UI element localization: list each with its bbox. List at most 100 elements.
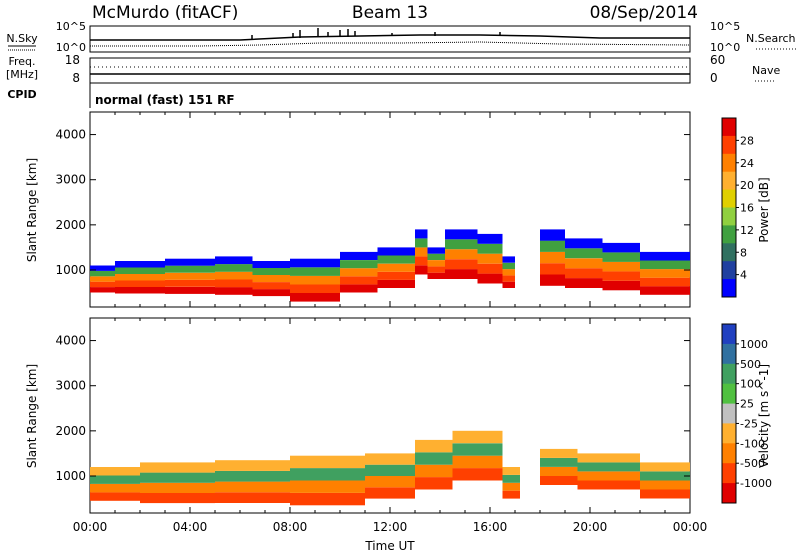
data-band-5-layer-1 xyxy=(290,284,340,293)
colorbar-tick-label-5: -100 xyxy=(740,437,765,450)
nsearch-tick-high: 10^5 xyxy=(710,20,740,33)
colorbar-swatch-7 xyxy=(722,463,736,484)
data-band-14-layer-4 xyxy=(565,238,603,249)
colorbar-tick-label-0: 28 xyxy=(740,134,754,147)
power-bands xyxy=(90,229,690,302)
colorbar-tick-label-4: 12 xyxy=(740,224,754,237)
nsky-tick-high: 10^5 xyxy=(56,20,86,33)
data-band-3-layer-2 xyxy=(215,271,253,280)
data-band-11-layer-0 xyxy=(477,273,503,284)
data-band-4-layer-2 xyxy=(365,464,415,476)
data-band-2-layer-3 xyxy=(215,460,290,471)
data-band-4-layer-0 xyxy=(365,487,415,499)
velocity-bands xyxy=(90,430,690,506)
power-x-ticks xyxy=(89,112,691,307)
data-band-5-layer-4 xyxy=(290,258,340,268)
colorbar-swatch-9 xyxy=(722,279,736,298)
colorbar-swatch-4 xyxy=(722,403,736,424)
y-tick-label-2: 3000 xyxy=(55,173,86,187)
velocity-x-ticks xyxy=(89,318,691,513)
data-band-9-layer-3 xyxy=(427,253,445,260)
data-band-9-layer-0 xyxy=(577,480,640,490)
data-band-7-layer-0 xyxy=(502,490,520,499)
data-band-16-layer-1 xyxy=(640,277,690,287)
data-band-10-layer-0 xyxy=(445,269,478,279)
data-band-0-layer-3 xyxy=(90,467,140,476)
data-band-2-layer-1 xyxy=(215,481,290,493)
data-band-4-layer-1 xyxy=(252,282,290,290)
colorbar-tick-label-1: 500 xyxy=(740,358,761,371)
freq-tick-low: 8 xyxy=(72,71,80,85)
data-band-9-layer-1 xyxy=(577,471,640,481)
data-band-4-layer-0 xyxy=(252,289,290,297)
colorbar-tick-label-1: 24 xyxy=(740,157,754,170)
data-band-5-layer-2 xyxy=(415,452,453,465)
data-band-10-layer-1 xyxy=(640,480,690,490)
data-band-16-layer-3 xyxy=(640,260,690,270)
data-band-8-layer-2 xyxy=(415,247,428,257)
nsearch-label: N.Search xyxy=(746,32,796,45)
data-band-6-layer-2 xyxy=(452,443,503,456)
data-band-15-layer-4 xyxy=(602,242,640,253)
data-band-9-layer-4 xyxy=(427,247,445,254)
freq-label-top: Freq. xyxy=(8,55,35,68)
data-band-11-layer-4 xyxy=(477,233,503,244)
colorbar-tick-label-0: 1000 xyxy=(740,338,768,351)
y-tick-label-3: 4000 xyxy=(55,334,86,348)
data-band-5-layer-3 xyxy=(290,267,340,276)
data-band-1-layer-1 xyxy=(115,280,165,287)
data-band-7-layer-3 xyxy=(377,255,415,264)
data-band-11-layer-3 xyxy=(477,243,503,254)
colorbar-swatch-6 xyxy=(722,443,736,464)
data-band-0-layer-0 xyxy=(90,287,115,293)
data-band-3-layer-3 xyxy=(290,455,365,469)
data-band-12-layer-3 xyxy=(502,262,515,270)
data-band-6-layer-1 xyxy=(452,455,503,469)
data-band-4-layer-3 xyxy=(252,268,290,275)
data-band-0-layer-4 xyxy=(90,265,115,271)
data-band-10-layer-4 xyxy=(445,229,478,240)
data-band-0-layer-3 xyxy=(90,270,115,277)
data-band-6-layer-3 xyxy=(340,260,378,269)
data-band-8-layer-0 xyxy=(540,476,578,485)
colorbar-swatch-8 xyxy=(722,261,736,280)
colorbar-swatch-3 xyxy=(722,171,736,191)
data-band-10-layer-2 xyxy=(640,471,690,481)
nsearch-tick-low: 10^0 xyxy=(710,41,740,54)
data-band-7-layer-0 xyxy=(377,279,415,288)
data-band-8-layer-4 xyxy=(415,229,428,239)
data-band-10-layer-2 xyxy=(445,249,478,260)
data-band-8-layer-2 xyxy=(540,457,578,467)
y-tick-label-3: 4000 xyxy=(55,128,86,142)
data-band-1-layer-2 xyxy=(140,472,215,483)
data-band-14-layer-3 xyxy=(565,248,603,259)
data-band-8-layer-3 xyxy=(540,448,578,458)
data-band-13-layer-2 xyxy=(540,251,565,264)
x-tick-label-6: 00:00 xyxy=(673,520,708,534)
x-tick-label-5: 20:00 xyxy=(573,520,608,534)
data-band-8-layer-1 xyxy=(540,467,578,476)
data-band-1-layer-0 xyxy=(140,492,215,504)
data-band-7-layer-2 xyxy=(377,263,415,272)
data-band-15-layer-2 xyxy=(602,261,640,272)
power-y-ticks: 1000 2000 3000 4000 xyxy=(55,128,690,277)
colorbar-swatch-1 xyxy=(722,135,736,155)
power-colorbar: 28 24 20 16 12 8 4 xyxy=(721,117,754,298)
nsearch-trace xyxy=(90,41,691,47)
cpid-label: CPID xyxy=(7,88,36,101)
data-band-6-layer-3 xyxy=(452,430,503,444)
data-band-0-layer-2 xyxy=(90,276,115,282)
data-band-9-layer-2 xyxy=(427,260,445,267)
data-band-14-layer-2 xyxy=(565,258,603,269)
nsky-panel: N.Sky 10^5 10^0 10^5 10^0 N.Search xyxy=(6,20,796,54)
data-band-0-layer-1 xyxy=(90,281,115,288)
data-band-5-layer-2 xyxy=(290,275,340,285)
data-band-1-layer-4 xyxy=(115,261,165,268)
velocity-y-ticks: 1000 2000 3000 4000 xyxy=(55,334,690,483)
colorbar-swatch-8 xyxy=(722,483,736,504)
power-panel: 1000 2000 3000 4000 Slant Range [km] xyxy=(25,111,691,308)
colorbar-swatch-2 xyxy=(722,363,736,385)
y-tick-label-2: 3000 xyxy=(55,379,86,393)
data-band-10-layer-3 xyxy=(640,462,690,472)
colorbar-tick-label-2: 20 xyxy=(740,179,754,192)
